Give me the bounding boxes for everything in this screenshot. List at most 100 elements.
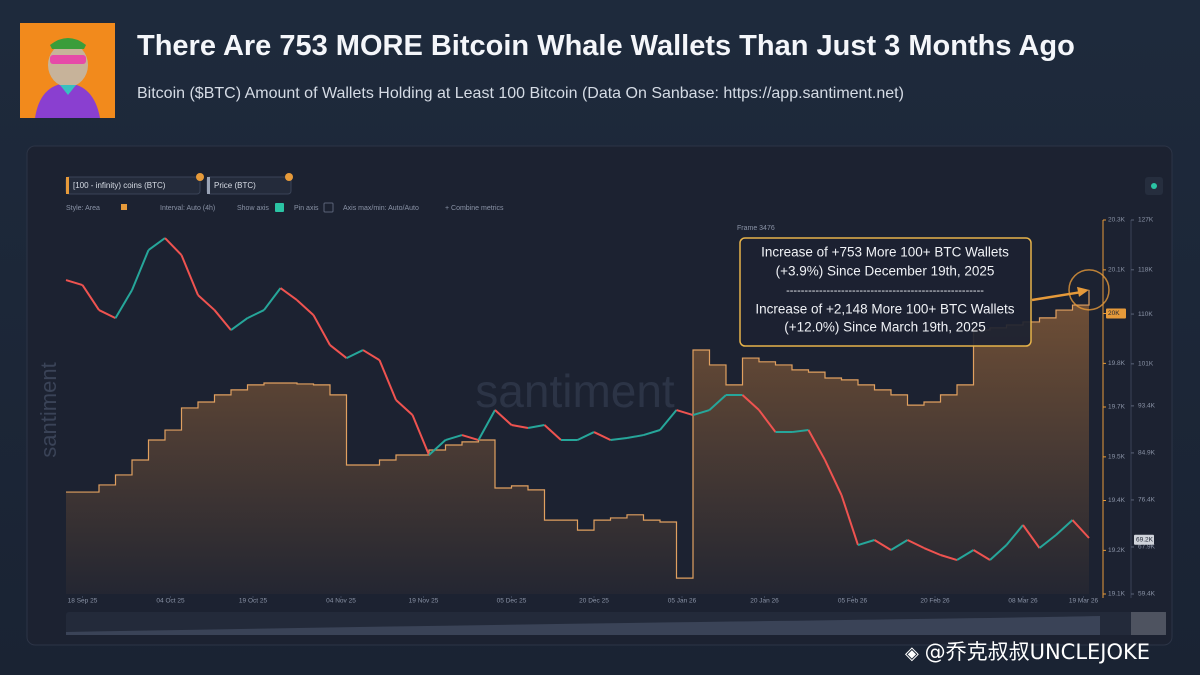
watermark: santiment [475, 365, 675, 417]
metric-chip-label: [100 - infinity) coins (BTC) [73, 181, 166, 190]
chip-dot [196, 173, 204, 181]
x-tick-label: 05 Dec 25 [497, 598, 527, 605]
status-dot [1151, 183, 1157, 189]
last-value-tag [1134, 534, 1154, 545]
price-segment [81, 284, 100, 311]
navigator-preview [66, 616, 1100, 635]
price-segment [395, 399, 414, 416]
price-segment [263, 287, 282, 311]
checkbox[interactable] [275, 203, 284, 212]
price-segment [940, 554, 958, 561]
annotation-arrow [1031, 290, 1084, 302]
y2-tick-label: 127K [1138, 217, 1154, 224]
price-segment [279, 287, 298, 301]
price-segment [857, 539, 875, 546]
price-segment [428, 439, 447, 456]
highlight-circle [1068, 269, 1110, 311]
price-segment [907, 539, 925, 549]
price-segment [362, 349, 381, 361]
price-segment [708, 394, 727, 411]
y-tick-label: 19.4K [1108, 497, 1126, 504]
avatar [20, 23, 115, 118]
x-tick-label: 05 Feb 26 [838, 598, 868, 605]
price-segment [610, 437, 628, 442]
x-tick-label: 20 Dec 25 [579, 598, 609, 605]
title: There Are 753 MORE Bitcoin Whale Wallets… [137, 30, 1075, 62]
price-segment [1038, 534, 1057, 549]
price-segment [824, 459, 843, 496]
frame-label: Frame 3476 [737, 225, 775, 232]
chip-dot [285, 173, 293, 181]
price-segment [131, 249, 150, 291]
price-segment [741, 394, 760, 411]
price-segment [346, 349, 364, 359]
price-segment [643, 429, 661, 437]
annotation-text: Increase of +2,148 More 100+ BTC Wallets [755, 302, 1014, 317]
price-segment [98, 309, 116, 319]
price-segment [213, 309, 232, 331]
price-segment [840, 494, 859, 546]
y2-tick-label: 93.4K [1138, 403, 1156, 410]
price-segment [956, 549, 975, 561]
x-tick-label: 04 Nov 25 [326, 598, 356, 605]
y-tick-label: 20.1K [1108, 267, 1126, 274]
price-segment [197, 294, 216, 311]
price-segment [676, 409, 694, 416]
toolbar-item[interactable]: Show axis [237, 205, 269, 212]
price-segment [543, 424, 562, 441]
navigator-handle[interactable] [1131, 612, 1166, 635]
toolbar-item[interactable]: Interval: Auto (4h) [160, 205, 215, 212]
price-segment [873, 539, 892, 551]
toolbar-item[interactable]: Pin axis [294, 205, 319, 212]
annotation-text: Increase of +753 More 100+ BTC Wallets [761, 245, 1009, 260]
x-tick-label: 20 Jan 26 [750, 598, 779, 605]
price-segment [758, 409, 777, 433]
y2-tick-label: 84.9K [1138, 450, 1156, 457]
price-segment [411, 414, 430, 456]
x-tick-label: 19 Oct 25 [239, 598, 268, 605]
annotation-text: ----------------------------------------… [786, 285, 984, 297]
price-segment [1071, 519, 1090, 539]
price-segment [230, 317, 249, 331]
y2-tick-label: 101K [1138, 361, 1154, 368]
area-fill [66, 289, 1089, 594]
x-tick-label: 18 Sep 25 [68, 598, 98, 605]
credit-text: @乔克叔叔UNCLEJOKE [924, 640, 1151, 664]
toolbar-item[interactable]: Style: Area [66, 205, 100, 212]
watermark-side: santiment [36, 362, 61, 457]
arrow-head [1077, 286, 1089, 297]
price-segment [807, 429, 826, 461]
x-tick-label: 19 Nov 25 [409, 598, 439, 605]
price-segment [692, 409, 710, 416]
price-segment [1055, 519, 1074, 536]
toolbar-item[interactable]: + Combine metrics [445, 205, 504, 212]
y2-tick-label: 59.4K [1138, 591, 1156, 598]
annotation-box [739, 237, 1032, 347]
y-tick-label: 19.5K [1108, 454, 1126, 461]
price-segment [312, 314, 331, 346]
price-segment [378, 359, 397, 401]
x-tick-label: 08 Mar 26 [1008, 598, 1038, 605]
y-tick-label: 19.1K [1108, 591, 1126, 598]
color-swatch[interactable] [121, 204, 127, 210]
y-tick-label: 20.3K [1108, 217, 1126, 224]
price-segment [626, 434, 644, 440]
area-line [66, 289, 1090, 579]
subtitle: Bitcoin ($BTC) Amount of Wallets Holding… [137, 85, 904, 102]
checkbox[interactable] [323, 202, 334, 213]
x-tick-label: 20 Feb 26 [920, 598, 950, 605]
y2-tick-label: 67.9K [1138, 544, 1156, 551]
price-segment [1005, 524, 1024, 546]
toolbar-item[interactable]: Axis max/min: Auto/Auto [343, 205, 419, 212]
x-tick-label: 05 Jan 26 [668, 598, 697, 605]
credit: ◈ @乔克叔叔UNCLEJOKE [905, 640, 1151, 664]
price-segment [659, 409, 678, 431]
y2-tick-label: 76.4K [1138, 497, 1156, 504]
price-segment [791, 429, 809, 434]
last-value-label: 69.2K [1136, 536, 1154, 543]
price-segment [477, 409, 496, 441]
price-segment [114, 289, 133, 319]
price-segment [164, 237, 183, 256]
price-segment [511, 424, 529, 430]
